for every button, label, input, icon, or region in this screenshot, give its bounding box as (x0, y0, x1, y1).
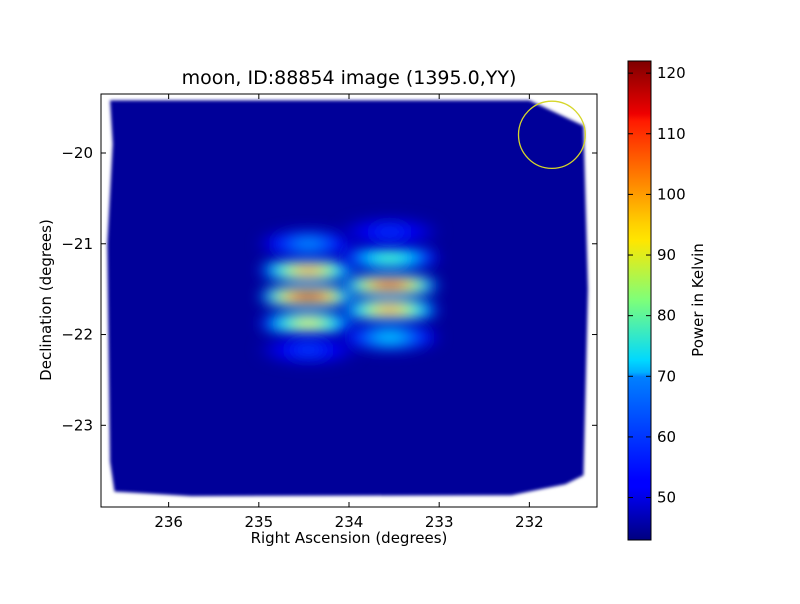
colorbar-tick-label: 100 (657, 185, 686, 203)
emission-lobe (340, 271, 440, 300)
emission-lobe-layer (377, 306, 402, 314)
emission-lobe (258, 310, 358, 338)
x-tick-label: 232 (515, 513, 544, 531)
emission-lobe-layer (377, 281, 402, 290)
y-axis-ticks: −20 −21 −22 −23 (61, 144, 597, 434)
x-tick-label: 235 (244, 513, 273, 531)
colorbar-tick-label: 120 (657, 64, 686, 82)
colorbar-tick-label: 60 (657, 428, 676, 446)
x-axis-ticks: 236 235 234 233 232 (154, 94, 544, 531)
image-layer (107, 100, 589, 497)
x-tick-label: 236 (154, 513, 183, 531)
y-axis-label: Declination (degrees) (37, 219, 55, 381)
emission-lobe (340, 296, 440, 324)
colorbar-tick-label: 90 (657, 246, 676, 264)
x-axis-label: Right Ascension (degrees) (251, 529, 448, 547)
emission-lobe-layer (296, 266, 321, 274)
emission-sources (258, 218, 440, 364)
emission-lobe-layer (377, 228, 402, 236)
emission-lobe-layer (377, 253, 402, 261)
y-tick-label: −22 (61, 326, 93, 344)
beam-circle (517, 100, 586, 170)
colorbar-label: Power in Kelvin (689, 243, 707, 357)
emission-lobe (258, 256, 358, 284)
emission-lobe-layer (296, 320, 321, 328)
colorbar-tick-label: 50 (657, 489, 676, 507)
emission-lobe (258, 230, 358, 258)
colorbar-tick-label: 70 (657, 367, 676, 385)
y-tick-label: −20 (61, 144, 93, 162)
y-tick-label: −21 (61, 235, 93, 253)
y-tick-label: −23 (61, 416, 93, 434)
colorbar-ticks: 50 60 70 80 90 100 110 120 (628, 64, 686, 507)
emission-lobe-layer (296, 292, 321, 300)
colorbar-tick-label: 80 (657, 307, 676, 325)
colorbar-bar (627, 60, 652, 541)
emission-lobe-layer (377, 333, 402, 341)
emission-lobe (340, 218, 440, 246)
x-tick-label: 234 (335, 513, 364, 531)
colorbar-tick-label: 110 (657, 125, 686, 143)
emission-lobe-layer (296, 240, 321, 248)
plot-area (101, 94, 597, 507)
emission-lobe (258, 336, 358, 364)
colorbar: 50 60 70 80 90 100 110 120 Power in Kelvin (627, 60, 707, 541)
emission-lobe (258, 282, 358, 310)
emission-lobe (340, 323, 440, 351)
x-tick-label: 233 (425, 513, 454, 531)
emission-lobe-layer (296, 346, 321, 354)
emission-lobe (340, 243, 440, 271)
chart-title: moon, ID:88854 image (1395.0,YY) (182, 67, 517, 89)
